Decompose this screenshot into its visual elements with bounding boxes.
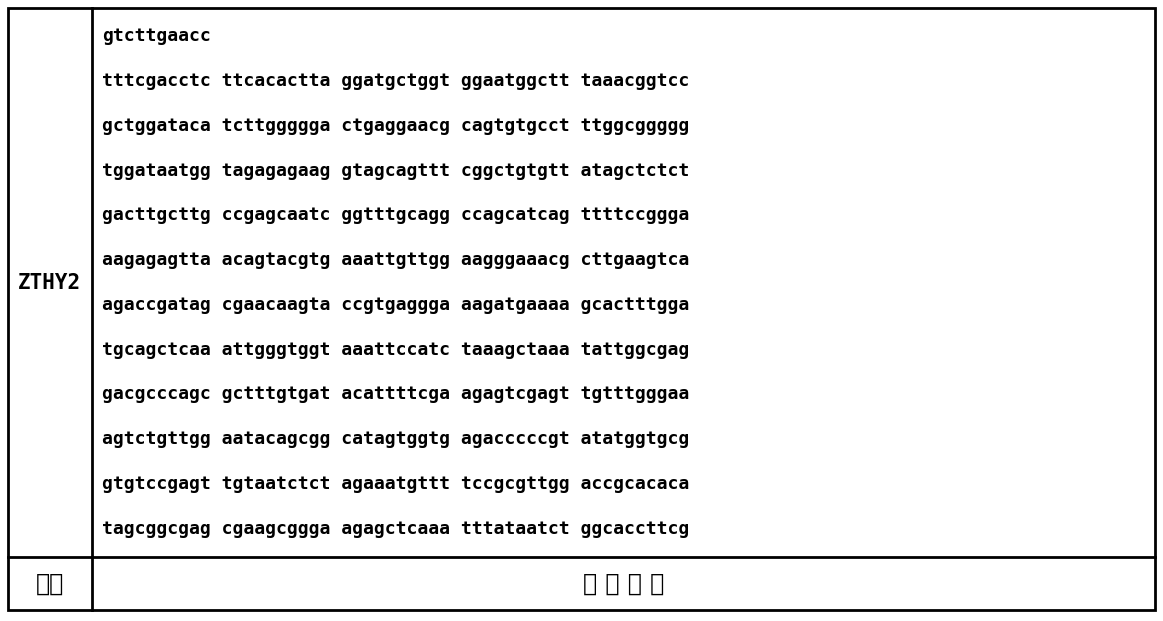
Text: tttcgacctc ttcacactta ggatgctggt ggaatggctt taaacggtcc: tttcgacctc ttcacactta ggatgctggt ggaatgg… [101,72,688,90]
Text: gacgcccagc gctttgtgat acattttcga agagtcgagt tgtttgggaa: gacgcccagc gctttgtgat acattttcga agagtcg… [101,386,688,404]
Text: gtgtccgagt tgtaatctct agaaatgttt tccgcgttgg accgcacaca: gtgtccgagt tgtaatctct agaaatgttt tccgcgt… [101,475,688,493]
Text: ZTHY2: ZTHY2 [19,273,81,292]
Text: aagagagtta acagtacgtg aaattgttgg aagggaaacg cttgaagtca: aagagagtta acagtacgtg aaattgttgg aagggaa… [101,251,688,269]
Text: tagcggcgag cgaagcggga agagctcaaa tttataatct ggcaccttcg: tagcggcgag cgaagcggga agagctcaaa tttataa… [101,520,688,538]
Text: agtctgttgg aatacagcgg catagtggtg agacccccgt atatggtgcg: agtctgttgg aatacagcgg catagtggtg agacccc… [101,430,688,448]
Text: tggataatgg tagagagaag gtagcagttt cggctgtgtt atagctctct: tggataatgg tagagagaag gtagcagttt cggctgt… [101,161,688,179]
Text: gacttgcttg ccgagcaatc ggtttgcagg ccagcatcag ttttccggga: gacttgcttg ccgagcaatc ggtttgcagg ccagcat… [101,206,688,224]
Text: agaccgatag cgaacaagta ccgtgaggga aagatgaaaa gcactttgga: agaccgatag cgaacaagta ccgtgaggga aagatga… [101,296,688,314]
Text: tgcagctcaa attgggtggt aaattccatc taaagctaaa tattggcgag: tgcagctcaa attgggtggt aaattccatc taaagct… [101,341,688,359]
Text: gtcttgaacc: gtcttgaacc [101,27,211,45]
Text: 菌株: 菌株 [36,571,64,596]
Text: gctggataca tcttggggga ctgaggaacg cagtgtgcct ttggcggggg: gctggataca tcttggggga ctgaggaacg cagtgtg… [101,117,688,135]
Text: 碕 基 序 列: 碕 基 序 列 [583,571,664,596]
